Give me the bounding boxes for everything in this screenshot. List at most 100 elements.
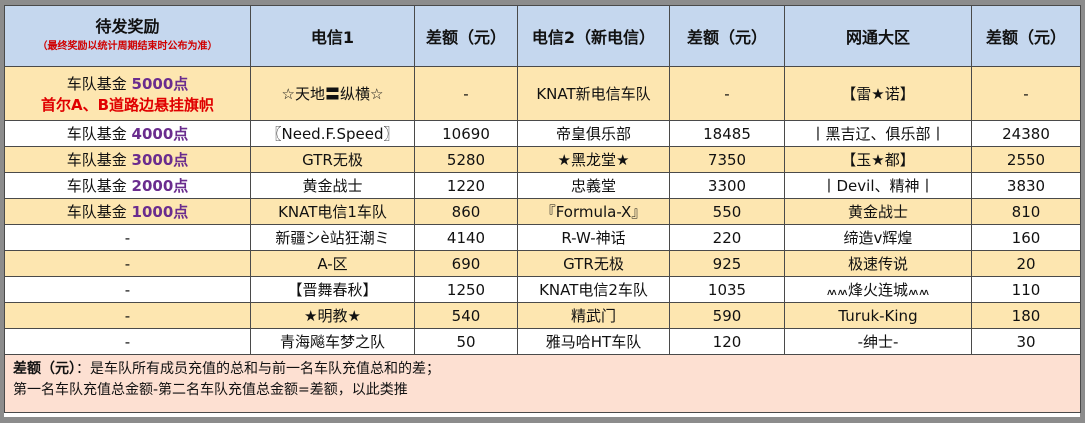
telecom2-diff: 7350 [669, 146, 785, 173]
telecom2-diff: 220 [669, 224, 785, 251]
netcom-diff: 110 [971, 276, 1081, 303]
telecom2-diff: 925 [669, 250, 785, 277]
footer-row: 差额（元）：是车队所有成员充值的总和与前一名车队充值总和的差； 第一名车队充值总… [4, 354, 1081, 413]
table-row: 车队基金 4000点 〖Need.F.Speed〗 10690 帝皇俱乐部 18… [4, 120, 1081, 147]
header-diff2: 差额（元） [669, 5, 785, 67]
telecom2-team: 精武门 [517, 302, 670, 329]
telecom1-team: 黄金战士 [250, 172, 415, 199]
netcom-team: 丨黑吉辽、俱乐部丨 [784, 120, 972, 147]
reward-prefix: 车队基金 [66, 125, 132, 143]
telecom1-team: GTR无极 [250, 146, 415, 173]
telecom2-team: R-W-神话 [517, 224, 670, 251]
telecom1-team: A-区 [250, 250, 415, 277]
telecom1-diff: 690 [414, 250, 518, 277]
netcom-diff: 2550 [971, 146, 1081, 173]
telecom2-diff: 3300 [669, 172, 785, 199]
ranking-frame: 待发奖励 （最终奖励以统计周期结束时公布为准） 电信1 差额（元） 电信2（新电… [4, 5, 1081, 417]
telecom1-diff: 10690 [414, 120, 518, 147]
reward-amount: 2000点 [131, 177, 189, 195]
netcom-diff: 160 [971, 224, 1081, 251]
table-row: - 新疆シè站狂潮ミ 4140 R-W-神话 220 缔造v辉煌 160 [4, 224, 1081, 251]
telecom1-diff: - [414, 66, 518, 121]
telecom1-diff: 1250 [414, 276, 518, 303]
footer-note: 差额（元）：是车队所有成员充值的总和与前一名车队充值总和的差； 第一名车队充值总… [4, 354, 1081, 413]
note-label: 差额（元） [13, 361, 76, 377]
telecom2-diff: 120 [669, 328, 785, 355]
reward-prefix: 车队基金 [66, 151, 132, 169]
reward-cell: 车队基金 4000点 [4, 120, 251, 147]
reward-extra: 首尔A、B道路边悬挂旗帜 [40, 95, 215, 114]
netcom-team: 黄金战士 [784, 198, 972, 225]
telecom2-team: KNAT新电信车队 [517, 66, 670, 121]
telecom2-team: 帝皇俱乐部 [517, 120, 670, 147]
telecom2-team: 忠義堂 [517, 172, 670, 199]
header-netcom: 网通大区 [784, 5, 972, 67]
rewards-note: （最终奖励以统计周期结束时公布为准） [37, 41, 218, 52]
table-row: 车队基金 5000点 首尔A、B道路边悬挂旗帜 ☆天地〓纵横☆ - KNAT新电… [4, 66, 1081, 121]
netcom-diff: 24380 [971, 120, 1081, 147]
reward-prefix: 车队基金 [66, 177, 132, 195]
reward-prefix: 车队基金 [66, 74, 132, 93]
reward-amount: 5000点 [131, 74, 189, 93]
telecom1-team: 新疆シè站狂潮ミ [250, 224, 415, 251]
telecom2-diff: 550 [669, 198, 785, 225]
netcom-diff: 3830 [971, 172, 1081, 199]
telecom2-team: KNAT电信2车队 [517, 276, 670, 303]
reward-cell: - [4, 328, 251, 355]
reward-cell: - [4, 302, 251, 329]
netcom-diff: 30 [971, 328, 1081, 355]
telecom2-team: 『Formula-X』 [517, 198, 670, 225]
netcom-diff: - [971, 66, 1081, 121]
telecom1-diff: 860 [414, 198, 518, 225]
telecom1-diff: 540 [414, 302, 518, 329]
netcom-team: 【雷★诺】 [784, 66, 972, 121]
netcom-team: -绅士- [784, 328, 972, 355]
telecom2-team: GTR无极 [517, 250, 670, 277]
reward-cell: 车队基金 3000点 [4, 146, 251, 173]
telecom1-diff: 4140 [414, 224, 518, 251]
netcom-diff: 810 [971, 198, 1081, 225]
netcom-team: Turuk-King [784, 302, 972, 329]
netcom-team: 【玉★都】 [784, 146, 972, 173]
telecom1-diff: 1220 [414, 172, 518, 199]
note-line-2: 第一名车队充值总金额-第二名车队充值总金额=差额，以此类推 [13, 382, 408, 398]
telecom1-team: ☆天地〓纵横☆ [250, 66, 415, 121]
ranking-table: 待发奖励 （最终奖励以统计周期结束时公布为准） 电信1 差额（元） 电信2（新电… [4, 5, 1081, 413]
reward-amount: 1000点 [131, 203, 189, 221]
telecom2-diff: 590 [669, 302, 785, 329]
header-diff1: 差额（元） [414, 5, 518, 67]
table-row: - 【晋舞春秋】 1250 KNAT电信2车队 1035 ៳៳烽火连城៳៳ 11… [4, 276, 1081, 303]
rewards-title: 待发奖励 [95, 17, 160, 36]
table-row: - ★明教★ 540 精武门 590 Turuk-King 180 [4, 302, 1081, 329]
telecom2-team: ★黑龙堂★ [517, 146, 670, 173]
telecom2-team: 雅马哈HT车队 [517, 328, 670, 355]
netcom-team: 丨Devil、精神丨 [784, 172, 972, 199]
telecom1-team: 【晋舞春秋】 [250, 276, 415, 303]
reward-cell: 车队基金 1000点 [4, 198, 251, 225]
telecom1-team: ★明教★ [250, 302, 415, 329]
table-row: - A-区 690 GTR无极 925 极速传说 20 [4, 250, 1081, 277]
table-row: 车队基金 2000点 黄金战士 1220 忠義堂 3300 丨Devil、精神丨… [4, 172, 1081, 199]
reward-cell: - [4, 276, 251, 303]
header-telecom2: 电信2（新电信） [517, 5, 670, 67]
header-telecom1: 电信1 [250, 5, 415, 67]
telecom1-diff: 5280 [414, 146, 518, 173]
reward-amount: 3000点 [131, 151, 189, 169]
header-diff3: 差额（元） [971, 5, 1081, 67]
telecom2-diff: - [669, 66, 785, 121]
netcom-team: ៳៳烽火连城៳៳ [784, 276, 972, 303]
reward-prefix: 车队基金 [66, 203, 132, 221]
note-line-1: 差额（元）：是车队所有成员充值的总和与前一名车队充值总和的差； [13, 359, 1072, 380]
netcom-team: 缔造v辉煌 [784, 224, 972, 251]
telecom2-diff: 1035 [669, 276, 785, 303]
reward-cell: - [4, 250, 251, 277]
telecom1-team: 青海飚车梦之队 [250, 328, 415, 355]
reward-cell: 车队基金 5000点 首尔A、B道路边悬挂旗帜 [4, 66, 251, 121]
netcom-diff: 180 [971, 302, 1081, 329]
table-row: 车队基金 3000点 GTR无极 5280 ★黑龙堂★ 7350 【玉★都】 2… [4, 146, 1081, 173]
reward-amount: 4000点 [131, 125, 189, 143]
note-text-1: ：是车队所有成员充值的总和与前一名车队充值总和的差； [76, 361, 440, 377]
netcom-team: 极速传说 [784, 250, 972, 277]
telecom1-team: 〖Need.F.Speed〗 [250, 120, 415, 147]
reward-line: 车队基金 5000点 [6, 73, 250, 94]
